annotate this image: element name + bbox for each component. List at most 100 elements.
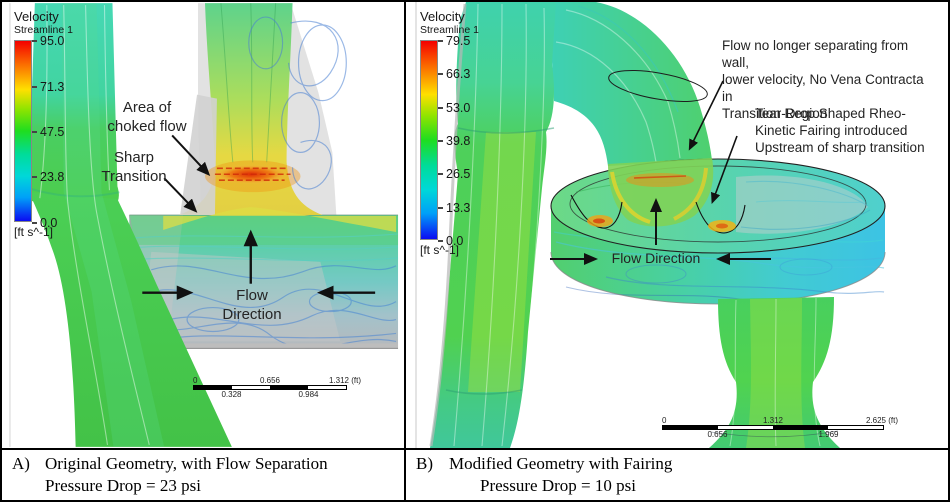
annotation-sharp-transition: Sharp Transition (75, 148, 193, 186)
ruler-segment (308, 386, 346, 389)
notch-core-left (593, 218, 605, 224)
caption-b: B) Modified Geometry with Fairing Pressur… (406, 450, 948, 500)
legend-subtitle: Streamline 1 (14, 24, 73, 36)
cfd-render-modified-geometry (415, 2, 886, 448)
tick-mark (32, 130, 37, 133)
tick-mark (438, 239, 443, 242)
caption-a: A) Original Geometry, with Flow Separatio… (2, 450, 406, 500)
annotation-flow-direction-b: Flow Direction (601, 250, 711, 267)
caption-a-label: A) (12, 454, 30, 473)
velocity-legend-a: Velocity Streamline 1 95.0 71.3 47.5 23.… (14, 9, 73, 239)
pipe-streaks (453, 3, 545, 447)
outlet-pipe (709, 297, 840, 448)
fairing-accel-right (673, 167, 708, 221)
tick-mark (438, 139, 443, 142)
legend-units: [ft s^-1] (420, 243, 459, 257)
leader-arrows (163, 134, 211, 213)
flow-direction-arrows (550, 198, 771, 265)
scale-label: 0.984 (298, 390, 319, 399)
scale-label: 1.312 (762, 416, 784, 425)
colorbar-gradient (420, 40, 438, 240)
scale-label: 0.656 (707, 430, 728, 439)
caption-b-line1: B) Modified Geometry with Fairing (416, 453, 948, 475)
flow-direction-arrows (142, 229, 376, 300)
inlet-pipe (430, 2, 556, 448)
ruler-segment (718, 426, 773, 429)
tick-mark (438, 39, 443, 42)
ruler-segment (232, 386, 270, 389)
pipe-joint-line (445, 389, 523, 395)
annotation-line: Flow Direction (611, 250, 701, 266)
tick-label: 23.8 (40, 169, 65, 184)
tick-label: 39.8 (446, 133, 471, 148)
legend-subtitle: Streamline 1 (420, 24, 479, 36)
inlet-pipe-lower (28, 192, 232, 447)
high-velocity-band (626, 173, 694, 187)
pipe-seam-line (710, 430, 839, 438)
arch-streamline (577, 5, 679, 113)
fairing-notch-right (695, 201, 746, 234)
duct-floor (129, 343, 399, 349)
notch-core-right (716, 223, 728, 229)
ruler-segment (194, 386, 232, 389)
pipe-joint-line (457, 127, 555, 134)
annotation-no-separation: Flow no longer separating from wall, low… (722, 37, 932, 122)
colorbar-gradient (14, 40, 32, 222)
annotation-line: Flow no longer separating from wall, (722, 38, 909, 70)
duct-streamlines-teal (131, 233, 399, 262)
ruler-segment (663, 426, 718, 429)
tick-mark (32, 85, 37, 88)
recirculation-streamlines (248, 16, 347, 190)
tick-label: 71.3 (40, 79, 65, 94)
tick-label: 47.5 (40, 124, 65, 139)
annotation-line: lower velocity, No Vena Contracta in (722, 72, 924, 104)
inlet-pipe-core (468, 132, 536, 392)
tick-mark (438, 172, 443, 175)
tick-mark (438, 106, 443, 109)
tick-mark (32, 175, 37, 178)
annotation-line: Transition Region (722, 106, 828, 121)
ruler-segment (773, 426, 828, 429)
nozzle-streaks (220, 3, 277, 163)
pipe-streaks (729, 297, 821, 447)
scale-label: 0.656 (259, 376, 281, 385)
tick-label: 79.5 (446, 33, 471, 48)
scale-label: 0 (193, 376, 198, 385)
fairing-note-leader-arrow-icon (711, 135, 738, 204)
scale-bar-b: 0 1.312 2.625 (ft) 0.656 1.969 (662, 416, 898, 439)
wall-note-leader-arrow-icon (688, 80, 724, 151)
tick-label: 0.0 (446, 233, 464, 248)
arch-streaks (555, 9, 681, 163)
scale-label: 1.312 (ft) (328, 376, 361, 385)
legend-units: [ft s^-1] (14, 225, 53, 239)
panel-b: Velocity Streamline 1 79.5 66.3 53.0 39.… (406, 2, 946, 448)
choked-flow-leader-arrow-icon (171, 134, 211, 176)
scale-label: 1.969 (818, 430, 839, 439)
tick-label: 66.3 (446, 66, 471, 81)
pipe-streaks (39, 5, 150, 446)
pipe-section-ring (608, 70, 708, 102)
annotation-line: Direction (222, 306, 282, 323)
duct-back-wall (141, 251, 341, 342)
caption-a-title: Original Geometry, with Flow Separation (45, 454, 328, 473)
inlet-pipe-core (61, 3, 165, 447)
tick-label: 13.3 (446, 200, 471, 215)
annotation-line: Kinetic Fairing introduced (755, 123, 908, 138)
fairing-accel-left (610, 171, 651, 224)
leader-arrows (688, 80, 738, 204)
drum-inner-rim (569, 165, 867, 243)
colorbar: 79.5 66.3 53.0 39.8 26.5 13.3 0.0 (420, 34, 470, 248)
sharp-transition-leader-arrow-icon (163, 177, 198, 213)
drum-top-wall (736, 175, 868, 234)
arch-pipe (552, 2, 712, 166)
caption-b-label: B) (416, 454, 433, 473)
annotation-line: Flow (236, 287, 268, 304)
annotation-choked-flow: Area of choked flow (88, 98, 206, 136)
peak-velocity-streak (633, 175, 687, 179)
annotation-line: Upstream of sharp transition (755, 140, 925, 155)
tick-mark (32, 39, 37, 42)
tick-mark (32, 221, 37, 224)
choked-flow-striations (214, 167, 291, 182)
legend-title: Velocity (14, 9, 59, 24)
caption-row: A) Original Geometry, with Flow Separatio… (2, 448, 948, 500)
